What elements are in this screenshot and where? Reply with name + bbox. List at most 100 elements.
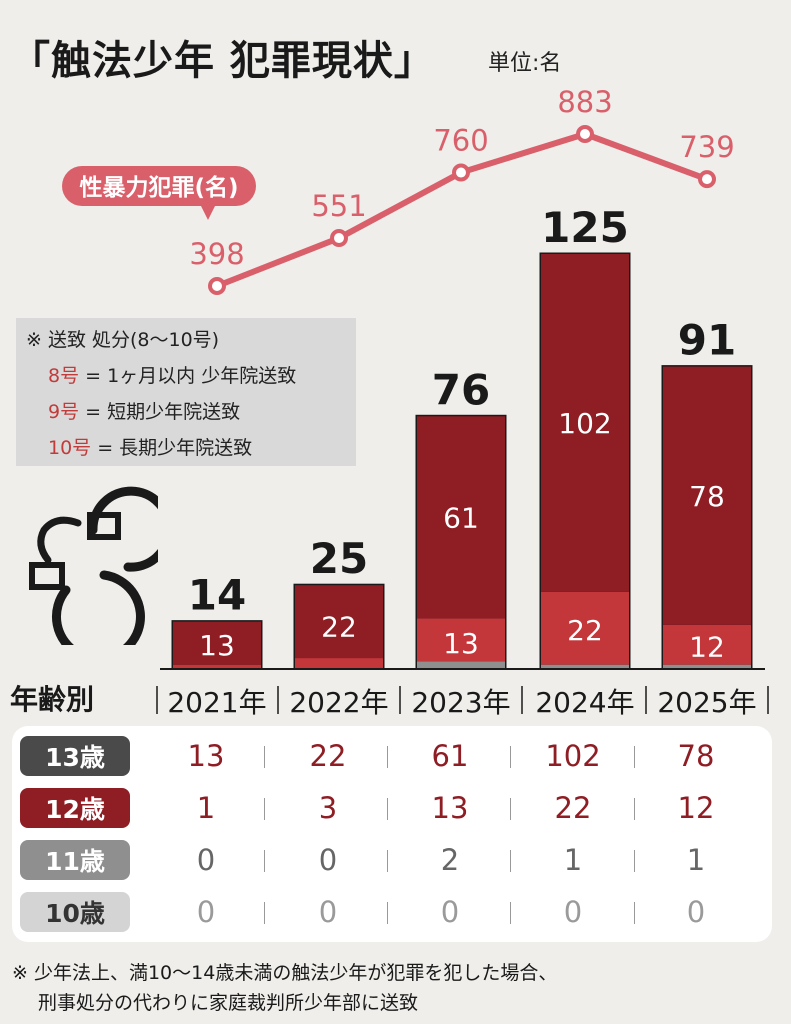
bar-value-label: 22 <box>567 614 603 647</box>
legend-code: 8号 <box>48 365 80 387</box>
bar-segment-12歳 <box>541 591 629 665</box>
bar-segment-12歳 <box>663 624 751 665</box>
bar-segment-11歳 <box>541 664 629 668</box>
x-tick-label: 2024年 <box>535 686 634 719</box>
bar-total-label: 125 <box>541 203 629 252</box>
footnote-line: ※ 少年法上、満10〜14歳未満の触法少年が犯罪を犯した場合、 <box>12 962 558 984</box>
bar-segment-12歳 <box>173 664 261 668</box>
page-title: 「触法少年 犯罪現状」 <box>10 38 435 84</box>
bar-value-label: 22 <box>321 611 357 644</box>
legend-text: = 1ヶ月以内 少年院送致 <box>79 365 297 387</box>
bar-total-label: 25 <box>310 534 368 583</box>
x-tick-label: 2023年 <box>411 686 510 719</box>
bar-segment-12歳 <box>295 658 383 668</box>
line-value-label: 739 <box>679 130 734 164</box>
table-cell: 13 <box>431 791 469 825</box>
table-cell: 78 <box>677 739 715 773</box>
line-series-badge <box>62 166 256 206</box>
bar-value-label: 61 <box>443 501 479 534</box>
column-separator <box>264 850 265 872</box>
x-tick-label: 2022年 <box>289 686 388 719</box>
column-separator <box>634 902 635 924</box>
table-cell: 0 <box>196 843 216 877</box>
bar-value-label: 78 <box>689 480 725 513</box>
bar-total-label: 76 <box>432 365 490 414</box>
column-separator <box>387 850 388 872</box>
line-value-label: 551 <box>311 189 366 223</box>
column-separator <box>634 850 635 872</box>
bar-segment-13歳 <box>541 254 629 592</box>
legend-heading: ※ 送致 処分(8〜10号) <box>26 329 220 351</box>
legend-item: 9号 = 短期少年院送致 <box>26 394 356 430</box>
line-series-label: 性暴力犯罪(名) <box>79 174 238 201</box>
line-value-label: 760 <box>433 124 488 158</box>
table-row: 11歳 0 0 2 1 1 <box>12 834 772 886</box>
table-cell: 22 <box>309 739 347 773</box>
line-series-badge-pointer <box>200 204 216 220</box>
bar-segment-11歳 <box>663 664 751 668</box>
bar-total-label: 14 <box>188 571 246 620</box>
line-point <box>208 277 226 295</box>
bar-total-label: 91 <box>678 316 736 365</box>
table-cell: 0 <box>563 895 583 929</box>
column-separator <box>387 902 388 924</box>
column-separator <box>634 746 635 768</box>
chart: 14 13 2021年 25 22 2022年 76 61 13 2023年 125 102 22 202… <box>62 85 769 719</box>
bar-value-label: 13 <box>199 629 235 662</box>
column-separator <box>510 902 511 924</box>
column-separator <box>387 798 388 820</box>
line-value-label: 883 <box>557 85 612 119</box>
table-cell: 61 <box>431 739 469 773</box>
table-cell: 12 <box>677 791 715 825</box>
bar-segment-13歳 <box>663 366 751 625</box>
footnote: ※ 少年法上、満10〜14歳未満の触法少年が犯罪を犯した場合、 刑事処分の代わり… <box>12 958 557 1018</box>
bar-segment-11歳 <box>417 661 505 668</box>
line-point <box>452 163 470 182</box>
line-point <box>576 125 594 143</box>
column-separator <box>387 746 388 768</box>
column-separator <box>264 798 265 820</box>
age-label-chip: 11歳 <box>20 840 130 880</box>
legend-code: 9号 <box>48 401 80 423</box>
column-separator <box>634 798 635 820</box>
legend-text: = 短期少年院送致 <box>79 401 241 423</box>
line-point <box>330 229 348 248</box>
table-cell: 0 <box>196 895 216 929</box>
x-tick-label: 2025年 <box>657 686 756 719</box>
age-label-chip: 12歳 <box>20 788 130 828</box>
bar-segment-13歳 <box>417 416 505 619</box>
line-value-label: 398 <box>189 237 244 271</box>
table-cell: 1 <box>686 843 706 877</box>
bar-value-label: 12 <box>689 630 725 663</box>
table-cell: 13 <box>187 739 225 773</box>
bar-segment-13歳 <box>295 585 383 659</box>
table-cell: 3 <box>318 791 338 825</box>
table-cell: 102 <box>545 739 601 773</box>
legend-box: ※ 送致 処分(8〜10号) 8号 = 1ヶ月以内 少年院送致 9号 = 短期少… <box>16 318 356 466</box>
table-row: 10歳 0 0 0 0 0 <box>12 886 772 938</box>
age-table: 13歳 13 22 61 102 78 12歳 1 3 13 22 12 11歳 0 0 2 1 1 10歳 0 0 0 0… <box>12 726 772 942</box>
age-table-heading: 年齢別 <box>10 683 95 716</box>
table-cell: 0 <box>686 895 706 929</box>
footnote-line: 刑事処分の代わりに家庭裁判所少年部に送致 <box>38 992 419 1014</box>
table-cell: 0 <box>318 895 338 929</box>
column-separator <box>264 746 265 768</box>
legend-item: 8号 = 1ヶ月以内 少年院送致 <box>26 358 356 394</box>
column-separator <box>510 798 511 820</box>
age-label-chip: 13歳 <box>20 736 130 776</box>
line-point <box>698 170 716 189</box>
legend-item: 10号 = 長期少年院送致 <box>26 430 356 466</box>
age-label-chip: 10歳 <box>20 892 130 932</box>
column-separator <box>264 902 265 924</box>
bar-value-label: 13 <box>443 627 479 660</box>
legend-text: = 長期少年院送致 <box>91 437 253 459</box>
table-row: 13歳 13 22 61 102 78 <box>12 730 772 782</box>
unit-label: 単位:名 <box>488 51 562 76</box>
bar-segment-13歳 <box>173 621 261 665</box>
handcuffs-icon <box>29 486 158 645</box>
table-cell: 2 <box>440 843 460 877</box>
x-tick-label: 2021年 <box>167 686 266 719</box>
table-row: 12歳 1 3 13 22 12 <box>12 782 772 834</box>
column-separator <box>510 850 511 872</box>
legend-code: 10号 <box>48 437 92 459</box>
